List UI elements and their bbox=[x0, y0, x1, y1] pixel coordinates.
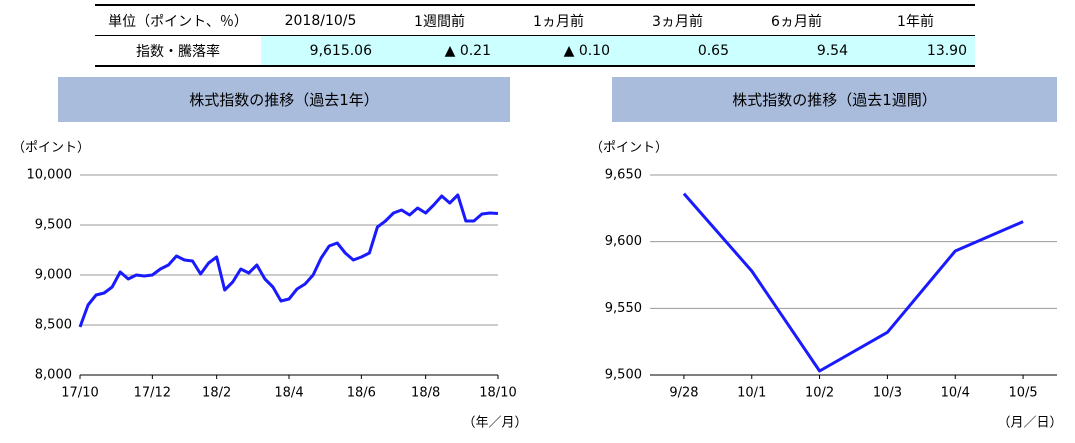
y-axis-label: （ポイント） bbox=[12, 141, 90, 156]
y-tick-label: 9,650 bbox=[605, 168, 642, 183]
y-tick-label: 8,500 bbox=[35, 318, 72, 333]
y-tick-label: 9,500 bbox=[35, 218, 72, 233]
y-tick-label: 9,500 bbox=[605, 368, 642, 383]
y-tick-label: 9,600 bbox=[605, 234, 642, 249]
x-tick-label: 18/4 bbox=[274, 386, 303, 401]
x-tick-label: 10/5 bbox=[1008, 386, 1037, 401]
header-cell: 2018/10/5 bbox=[261, 4, 380, 36]
y-tick-label: 10,000 bbox=[27, 168, 73, 183]
x-tick-label: 10/1 bbox=[737, 386, 766, 401]
cell: 9,615.06 bbox=[261, 35, 380, 67]
chart-title: 株式指数の推移（過去1週間） bbox=[732, 91, 937, 109]
chart-title: 株式指数の推移（過去1年） bbox=[189, 91, 379, 109]
y-axis-label: （ポイント） bbox=[590, 141, 668, 156]
title-box bbox=[612, 77, 1057, 122]
x-tick-label: 17/10 bbox=[61, 386, 98, 401]
x-tick-label: 18/6 bbox=[347, 386, 376, 401]
header-cell: 6ヵ月前 bbox=[737, 4, 856, 36]
x-tick-label: 18/10 bbox=[479, 386, 516, 401]
header-cell: 単位（ポイント、％） bbox=[95, 4, 261, 36]
cell: ▲ 0.21 bbox=[380, 35, 499, 67]
table-row: 指数・騰落率 9,615.06 ▲ 0.21 ▲ 0.10 0.65 9.54 … bbox=[95, 35, 975, 67]
data-line bbox=[682, 192, 1024, 373]
x-tick-label: 10/2 bbox=[805, 386, 834, 401]
x-axis-label: （年／月） bbox=[462, 416, 527, 431]
data-line bbox=[78, 193, 499, 328]
cell: 13.90 bbox=[856, 35, 975, 67]
x-axis-label: （月／日） bbox=[997, 416, 1062, 431]
x-tick-label: 17/12 bbox=[134, 386, 171, 401]
row-label: 指数・騰落率 bbox=[95, 35, 261, 67]
y-tick-label: 9,550 bbox=[605, 301, 642, 316]
y-tick-label: 8,000 bbox=[35, 368, 72, 383]
cell: 9.54 bbox=[737, 35, 856, 67]
x-tick-label: 10/3 bbox=[873, 386, 902, 401]
summary-table: 単位（ポイント、％） 2018/10/5 1週間前 1ヵ月前 3ヵ月前 6ヵ月前… bbox=[95, 4, 975, 67]
x-tick-label: 18/8 bbox=[411, 386, 440, 401]
x-tick-label: 18/2 bbox=[202, 386, 231, 401]
cell: 0.65 bbox=[618, 35, 737, 67]
x-tick-label: 10/4 bbox=[941, 386, 970, 401]
cell: ▲ 0.10 bbox=[499, 35, 618, 67]
x-tick-label: 9/28 bbox=[669, 386, 698, 401]
y-tick-label: 9,000 bbox=[35, 268, 72, 283]
title-box bbox=[58, 77, 510, 122]
